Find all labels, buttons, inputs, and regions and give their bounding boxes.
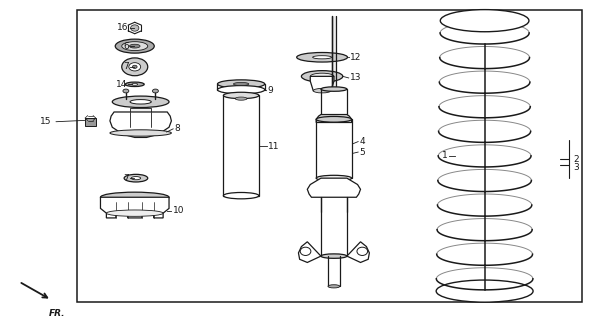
Ellipse shape bbox=[217, 80, 265, 88]
Ellipse shape bbox=[321, 87, 347, 91]
Ellipse shape bbox=[110, 130, 171, 136]
Bar bbox=[77, 10, 582, 302]
Bar bbox=[332, 16, 336, 89]
Ellipse shape bbox=[297, 52, 348, 62]
Text: 9: 9 bbox=[268, 86, 274, 95]
Ellipse shape bbox=[123, 89, 129, 93]
Text: 7: 7 bbox=[123, 62, 129, 71]
Ellipse shape bbox=[131, 25, 139, 31]
Ellipse shape bbox=[301, 71, 343, 82]
Text: FR.: FR. bbox=[48, 309, 65, 318]
Text: 8: 8 bbox=[174, 124, 180, 133]
Ellipse shape bbox=[223, 192, 259, 199]
Text: 5: 5 bbox=[359, 148, 365, 156]
Ellipse shape bbox=[313, 56, 332, 59]
Text: 15: 15 bbox=[40, 117, 51, 126]
Text: 2: 2 bbox=[573, 155, 579, 164]
Ellipse shape bbox=[152, 89, 158, 93]
Text: 13: 13 bbox=[350, 74, 361, 83]
Ellipse shape bbox=[316, 175, 352, 181]
Ellipse shape bbox=[112, 96, 169, 108]
Ellipse shape bbox=[223, 92, 259, 99]
Text: 10: 10 bbox=[173, 206, 184, 215]
Ellipse shape bbox=[122, 42, 148, 51]
Text: 12: 12 bbox=[350, 53, 361, 62]
Bar bbox=[223, 95, 259, 196]
Ellipse shape bbox=[130, 100, 151, 104]
Text: 14: 14 bbox=[116, 80, 127, 89]
Ellipse shape bbox=[313, 88, 331, 93]
Polygon shape bbox=[100, 197, 169, 218]
Text: 6: 6 bbox=[123, 42, 129, 51]
Ellipse shape bbox=[124, 174, 148, 182]
Ellipse shape bbox=[129, 63, 141, 71]
Text: 16: 16 bbox=[118, 23, 129, 33]
Ellipse shape bbox=[300, 247, 311, 255]
Ellipse shape bbox=[328, 285, 340, 288]
Text: 4: 4 bbox=[359, 137, 365, 146]
Polygon shape bbox=[307, 178, 361, 197]
Polygon shape bbox=[298, 242, 321, 262]
Ellipse shape bbox=[321, 254, 347, 258]
Text: 7: 7 bbox=[123, 174, 129, 183]
Ellipse shape bbox=[310, 73, 334, 80]
Ellipse shape bbox=[131, 177, 141, 180]
Ellipse shape bbox=[115, 39, 154, 53]
Ellipse shape bbox=[436, 280, 533, 302]
Ellipse shape bbox=[440, 10, 529, 32]
Polygon shape bbox=[347, 242, 369, 262]
Ellipse shape bbox=[100, 192, 169, 202]
Ellipse shape bbox=[132, 65, 137, 68]
Ellipse shape bbox=[129, 44, 140, 48]
Ellipse shape bbox=[122, 58, 148, 76]
Ellipse shape bbox=[316, 116, 352, 122]
Ellipse shape bbox=[357, 247, 368, 255]
Text: 1: 1 bbox=[441, 151, 447, 160]
Ellipse shape bbox=[217, 85, 265, 94]
Polygon shape bbox=[110, 112, 171, 137]
Polygon shape bbox=[316, 115, 352, 123]
Text: 11: 11 bbox=[268, 142, 279, 151]
Ellipse shape bbox=[132, 83, 138, 85]
Ellipse shape bbox=[125, 82, 144, 86]
Ellipse shape bbox=[235, 97, 247, 100]
Ellipse shape bbox=[106, 210, 163, 216]
Polygon shape bbox=[310, 76, 334, 91]
Bar bbox=[85, 118, 96, 126]
Polygon shape bbox=[130, 108, 151, 112]
Text: 3: 3 bbox=[573, 163, 579, 172]
Ellipse shape bbox=[233, 82, 249, 85]
